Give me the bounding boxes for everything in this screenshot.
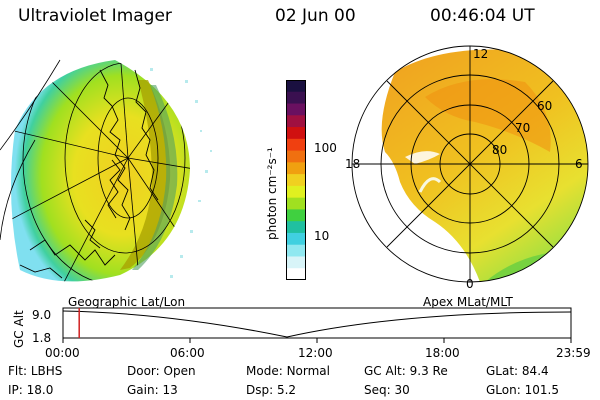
polar-grid — [351, 45, 589, 283]
xtick-0000: 00:00 — [45, 346, 80, 360]
xtick-0600: 06:00 — [170, 346, 205, 360]
instrument-title: Ultraviolet Imager — [18, 6, 172, 26]
info-seq: Seq: 30 — [364, 383, 410, 397]
colorbar-swatch — [286, 174, 306, 187]
info-door: Door: Open — [127, 364, 196, 378]
info-ip: IP: 18.0 — [8, 383, 54, 397]
geographic-image — [0, 59, 212, 282]
colorbar-swatch — [286, 138, 306, 152]
xtick-1200: 12:00 — [298, 346, 333, 360]
info-dsp: Dsp: 5.2 — [246, 383, 297, 397]
mlt-label-6: 6 — [575, 157, 583, 171]
mlat-label-70: 70 — [515, 121, 530, 135]
colorbar-swatch — [286, 150, 306, 163]
info-gain: Gain: 13 — [127, 383, 178, 397]
polar-mlat-mlt-image: 12 18 6 0 60 70 80 — [345, 45, 589, 291]
colorbar-swatch — [286, 197, 306, 210]
colorbar-swatch — [286, 91, 306, 105]
geo-outer-lines — [0, 59, 61, 241]
colorbar-unit-label: photon cm⁻²s⁻¹ — [265, 147, 279, 240]
colorbar-swatch — [286, 256, 306, 269]
terminator-band — [120, 80, 171, 270]
geographic-label: Geographic Lat/Lon — [68, 295, 186, 309]
xtick-2359: 23:59 — [556, 346, 591, 360]
colorbar-swatch — [286, 268, 306, 281]
colorbar — [286, 80, 306, 281]
colorbar-tick-10: 10 — [314, 229, 330, 243]
svg-text:photon cm⁻²s⁻¹: photon cm⁻²s⁻¹ — [265, 147, 279, 240]
colorbar-swatch — [286, 185, 306, 199]
colorbar-tick-100: 100 — [314, 141, 337, 155]
alt-xticks — [62, 338, 572, 343]
colorbar-swatch — [286, 232, 306, 246]
mlat-label-80: 80 — [492, 143, 507, 157]
alt-ytick-high: 9.0 — [32, 308, 51, 322]
alt-ytick-low: 1.8 — [32, 331, 51, 345]
colorbar-swatch — [286, 80, 306, 93]
colorbar-swatch — [286, 115, 306, 128]
speckle-edge — [150, 68, 212, 278]
colorbar-swatch — [286, 221, 306, 234]
time-label: 00:46:04 UT — [430, 6, 535, 26]
colorbar-swatch — [286, 244, 306, 257]
mlt-label-18: 18 — [345, 157, 360, 171]
colorbar-swatch — [286, 103, 306, 116]
colorbar-swatch — [286, 209, 306, 222]
mlat-label-60: 60 — [537, 99, 552, 113]
coastlines — [19, 69, 159, 279]
info-glat: GLat: 84.4 — [486, 364, 549, 378]
info-mode: Mode: Normal — [246, 364, 330, 378]
alt-plot-frame — [62, 307, 572, 339]
colorbar-swatch — [286, 162, 306, 175]
altitude-plot: GC Alt 9.0 1.8 — [12, 307, 572, 348]
svg-text:GC Alt: GC Alt — [12, 310, 26, 348]
apex-label: Apex MLat/MLT — [423, 295, 513, 309]
date-label: 02 Jun 00 — [275, 6, 356, 26]
colorbar-gradient — [286, 80, 306, 281]
info-flt: Flt: LBHS — [8, 364, 63, 378]
mlt-label-12: 12 — [473, 47, 488, 61]
info-gcalt: GC Alt: 9.3 Re — [364, 364, 448, 378]
colorbar-swatch — [286, 127, 306, 140]
info-glon: GLon: 101.5 — [486, 383, 559, 397]
alt-curve — [62, 310, 572, 338]
xtick-1800: 18:00 — [425, 346, 460, 360]
mlt-label-0: 0 — [466, 277, 474, 291]
